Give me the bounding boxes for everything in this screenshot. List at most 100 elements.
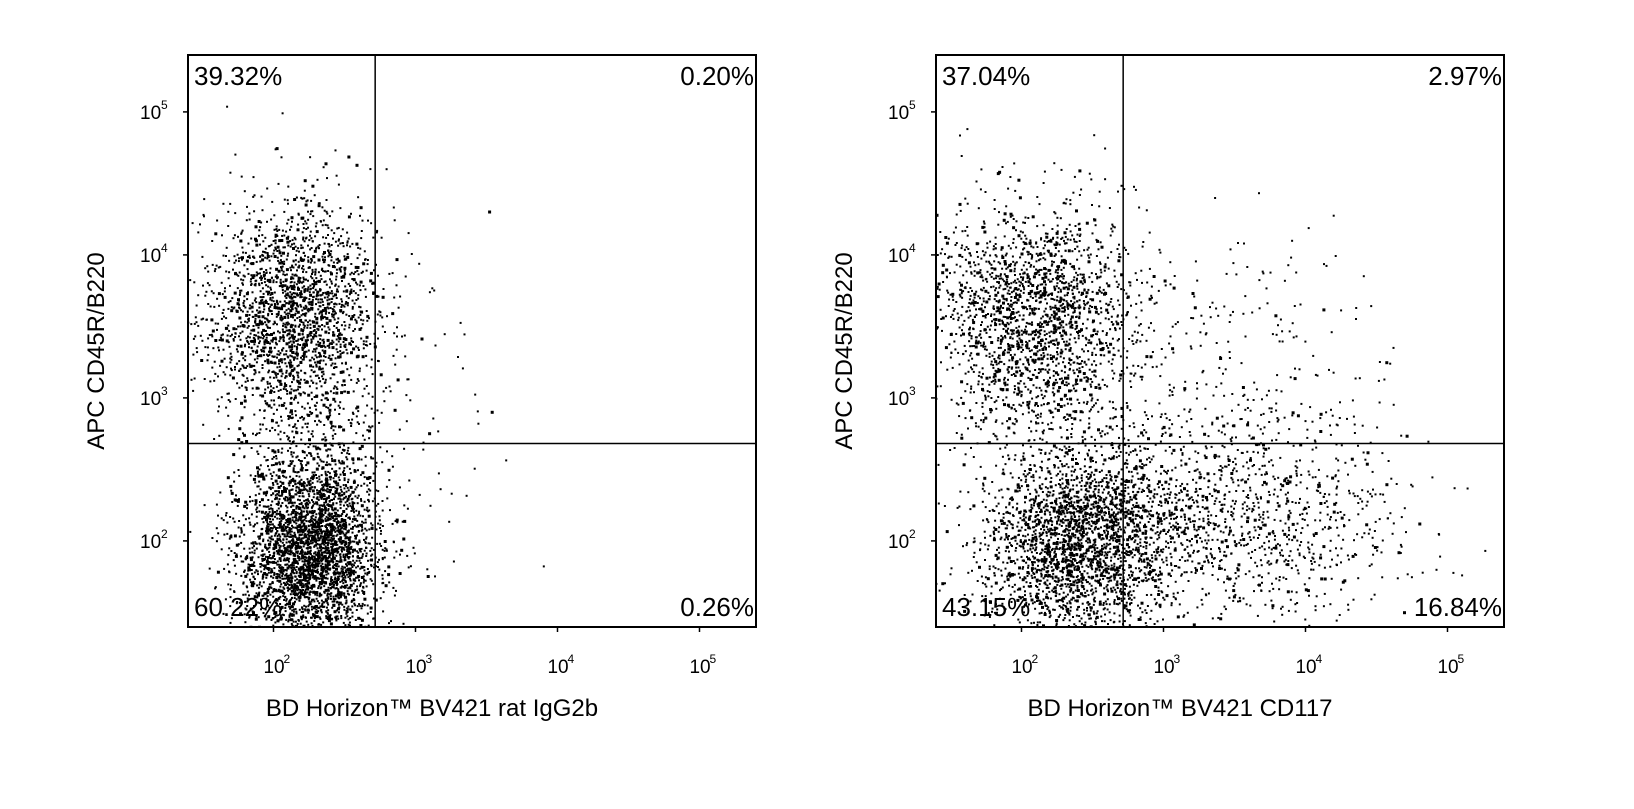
event-dot bbox=[256, 584, 259, 587]
event-dot bbox=[306, 582, 309, 585]
event-dot bbox=[226, 392, 229, 395]
event-dot bbox=[303, 313, 306, 315]
event-dot bbox=[343, 479, 346, 482]
event-dot bbox=[324, 489, 327, 492]
event-dot bbox=[292, 620, 295, 623]
event-dot bbox=[230, 367, 232, 370]
event-dot bbox=[280, 570, 282, 573]
event-dot bbox=[307, 598, 310, 601]
event-dot bbox=[346, 555, 349, 558]
event-dot bbox=[302, 329, 305, 331]
event-dot bbox=[319, 535, 322, 538]
event-dot bbox=[284, 497, 287, 500]
event-dot bbox=[271, 648, 273, 650]
event-dot bbox=[282, 322, 285, 325]
event-dot bbox=[259, 501, 261, 503]
event-dot bbox=[348, 315, 351, 317]
event-dot bbox=[356, 534, 358, 537]
event-dot bbox=[247, 342, 250, 345]
event-dot bbox=[281, 526, 285, 530]
event-dot bbox=[362, 347, 365, 350]
event-dot bbox=[305, 222, 308, 225]
event-dot bbox=[277, 313, 280, 315]
event-dot bbox=[350, 547, 353, 550]
event-dot bbox=[331, 362, 334, 365]
event-dot bbox=[372, 548, 375, 551]
event-dot bbox=[402, 537, 406, 541]
event-dot bbox=[308, 291, 311, 294]
event-dot bbox=[260, 195, 263, 198]
event-dot bbox=[341, 384, 344, 386]
event-dot bbox=[265, 340, 268, 342]
event-dot bbox=[336, 615, 339, 618]
event-dot bbox=[252, 255, 255, 258]
event-dot bbox=[306, 461, 310, 465]
event-dot bbox=[246, 298, 249, 301]
event-dot bbox=[285, 353, 288, 356]
event-dot bbox=[327, 661, 329, 663]
event-dot bbox=[356, 519, 359, 522]
event-dot bbox=[358, 370, 361, 373]
event-dot bbox=[203, 504, 206, 507]
event-dot bbox=[276, 530, 279, 533]
event-dot bbox=[368, 635, 370, 637]
event-dot bbox=[343, 548, 346, 551]
event-dot bbox=[294, 643, 297, 646]
event-dot bbox=[282, 486, 285, 489]
event-dot bbox=[316, 594, 319, 597]
event-dot bbox=[345, 313, 348, 316]
event-dot bbox=[250, 278, 253, 281]
event-dot bbox=[314, 350, 317, 353]
event-dot bbox=[239, 612, 243, 616]
event-dot bbox=[344, 556, 346, 559]
event-dot bbox=[275, 343, 278, 346]
event-dot bbox=[300, 296, 303, 299]
event-dot bbox=[365, 555, 368, 557]
event-dot bbox=[282, 404, 285, 407]
event-dot bbox=[300, 465, 303, 468]
event-dot bbox=[253, 343, 256, 346]
event-dot bbox=[284, 568, 287, 571]
event-dot bbox=[302, 571, 305, 574]
event-dot bbox=[342, 275, 346, 279]
event-dot bbox=[344, 528, 347, 531]
event-dot bbox=[385, 386, 388, 389]
event-dot bbox=[291, 543, 295, 547]
event-dot bbox=[330, 229, 333, 232]
event-dot bbox=[310, 306, 314, 310]
event-dot bbox=[313, 333, 316, 336]
event-dot bbox=[314, 533, 317, 536]
event-dot bbox=[279, 430, 282, 433]
event-dot bbox=[248, 346, 250, 349]
event-dot bbox=[300, 478, 303, 481]
event-dot bbox=[279, 513, 283, 517]
event-dot bbox=[324, 470, 327, 473]
event-dot bbox=[245, 292, 249, 296]
event-dot bbox=[331, 457, 333, 460]
event-dot bbox=[311, 273, 313, 275]
event-dot bbox=[332, 261, 335, 264]
event-dot bbox=[289, 330, 292, 333]
event-dot bbox=[365, 335, 369, 339]
event-dot bbox=[340, 462, 343, 465]
event-dot bbox=[253, 565, 256, 567]
event-dot bbox=[312, 457, 316, 461]
event-dot bbox=[296, 622, 299, 625]
event-dot bbox=[296, 365, 299, 368]
event-dot bbox=[328, 298, 331, 301]
event-dot bbox=[326, 665, 328, 667]
event-dot bbox=[372, 236, 375, 239]
event-dot bbox=[291, 584, 294, 587]
event-dot bbox=[304, 307, 307, 310]
event-dot bbox=[337, 257, 339, 260]
event-dot bbox=[346, 449, 349, 452]
event-dot bbox=[318, 419, 321, 422]
event-dot bbox=[289, 309, 293, 313]
event-dot bbox=[286, 499, 289, 502]
event-dot bbox=[369, 426, 372, 429]
event-dot bbox=[335, 584, 338, 587]
event-dot bbox=[289, 500, 292, 503]
event-dot bbox=[274, 341, 277, 344]
event-dot bbox=[332, 603, 336, 607]
event-dot bbox=[331, 308, 334, 310]
